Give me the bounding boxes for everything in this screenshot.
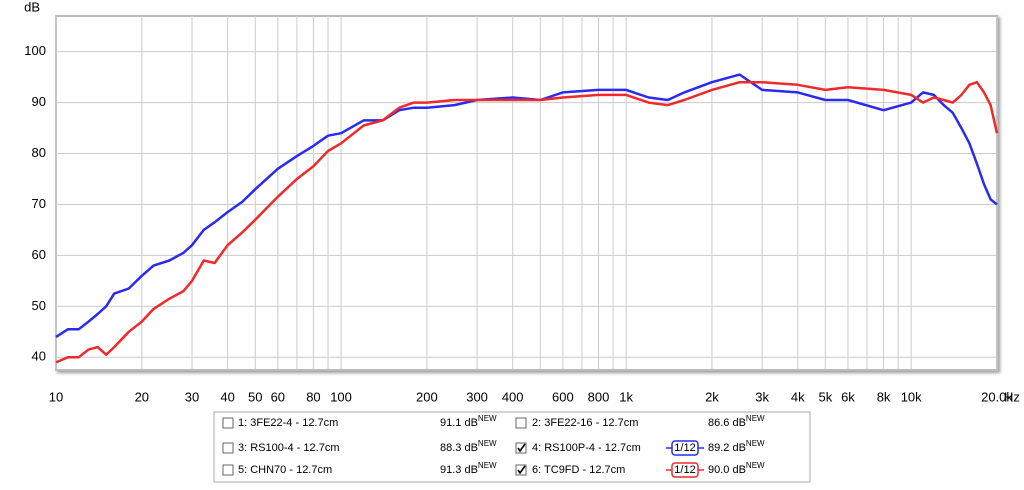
x-axis-label: Hz	[1004, 389, 1020, 404]
x-tick-label: 8k	[877, 389, 891, 404]
x-tick-label: 3k	[755, 389, 769, 404]
level: 91.3 dB	[440, 464, 478, 476]
badge: NEW	[746, 461, 765, 470]
badge: NEW	[746, 414, 765, 423]
level: 91.1 dB	[440, 417, 478, 429]
x-tick-label: 20	[135, 389, 149, 404]
legend-level: 91.1 dBNEW	[440, 414, 497, 429]
x-tick-label: 5k	[819, 389, 833, 404]
x-tick-label: 6k	[841, 389, 855, 404]
checkbox[interactable]	[222, 442, 234, 454]
y-tick-label: 40	[32, 349, 46, 364]
badge: NEW	[478, 461, 497, 470]
checkbox[interactable]	[515, 442, 527, 454]
level: 89.2 dB	[708, 442, 746, 454]
smoothing-box[interactable]	[671, 462, 699, 478]
x-tick-label: 1k	[619, 389, 633, 404]
legend-level: 86.6 dBNEW	[708, 414, 765, 429]
x-tick-label: 60	[271, 389, 285, 404]
y-tick-label: 70	[32, 196, 46, 211]
legend-label: 2: 3FE22-16 - 12.7cm	[532, 417, 638, 429]
series-line	[55, 73, 998, 338]
x-tick-label: 200	[416, 389, 438, 404]
x-tick-label: 400	[502, 389, 524, 404]
x-tick-label: 80	[306, 389, 320, 404]
checkmark	[517, 465, 526, 475]
x-tick-label: 600	[552, 389, 574, 404]
legend-level: 88.3 dBNEW	[440, 439, 497, 454]
legend-label: 6: TC9FD - 12.7cm	[532, 464, 625, 476]
checkbox[interactable]	[515, 464, 527, 476]
x-tick-label: 10	[49, 389, 63, 404]
smoothing-label: 1/12	[674, 464, 695, 476]
legend-label: 3: RS100-4 - 12.7cm	[238, 442, 340, 454]
legend-level: 91.3 dBNEW	[440, 461, 497, 476]
x-tick-label: 20.0k	[981, 389, 1013, 404]
x-tick-label: 300	[466, 389, 488, 404]
level: 88.3 dB	[440, 442, 478, 454]
legend-label: 4: RS100P-4 - 12.7cm	[532, 442, 641, 454]
x-tick-label: 40	[220, 389, 234, 404]
y-tick-label: 100	[24, 43, 46, 58]
y-tick-label: 90	[32, 94, 46, 109]
badge: NEW	[746, 439, 765, 448]
y-tick-label: 60	[32, 247, 46, 262]
y-tick-label: 80	[32, 145, 46, 160]
legend-level: 90.0 dBNEW	[708, 461, 765, 476]
level: 86.6 dB	[708, 417, 746, 429]
badge: NEW	[478, 414, 497, 423]
x-tick-label: 30	[185, 389, 199, 404]
badge: NEW	[478, 439, 497, 448]
x-tick-label: 2k	[705, 389, 719, 404]
x-tick-label: 100	[330, 389, 352, 404]
level: 90.0 dB	[708, 464, 746, 476]
legend-label: 5: CHN70 - 12.7cm	[238, 464, 332, 476]
y-axis-label: dB	[24, 0, 40, 14]
x-tick-label: 10k	[901, 389, 922, 404]
series-line	[55, 80, 999, 364]
y-tick-label: 50	[32, 298, 46, 313]
x-tick-label: 4k	[791, 389, 805, 404]
legend	[213, 411, 811, 483]
legend-label: 1: 3FE22-4 - 12.7cm	[238, 417, 338, 429]
checkbox[interactable]	[222, 464, 234, 476]
smoothing-label: 1/12	[674, 442, 695, 454]
x-tick-label: 50	[248, 389, 262, 404]
smoothing-box[interactable]	[671, 440, 699, 456]
checkmark	[517, 443, 526, 453]
checkbox[interactable]	[515, 417, 527, 429]
x-tick-label: 800	[588, 389, 610, 404]
plot-area	[55, 15, 998, 371]
checkbox[interactable]	[222, 417, 234, 429]
legend-level: 89.2 dBNEW	[708, 439, 765, 454]
